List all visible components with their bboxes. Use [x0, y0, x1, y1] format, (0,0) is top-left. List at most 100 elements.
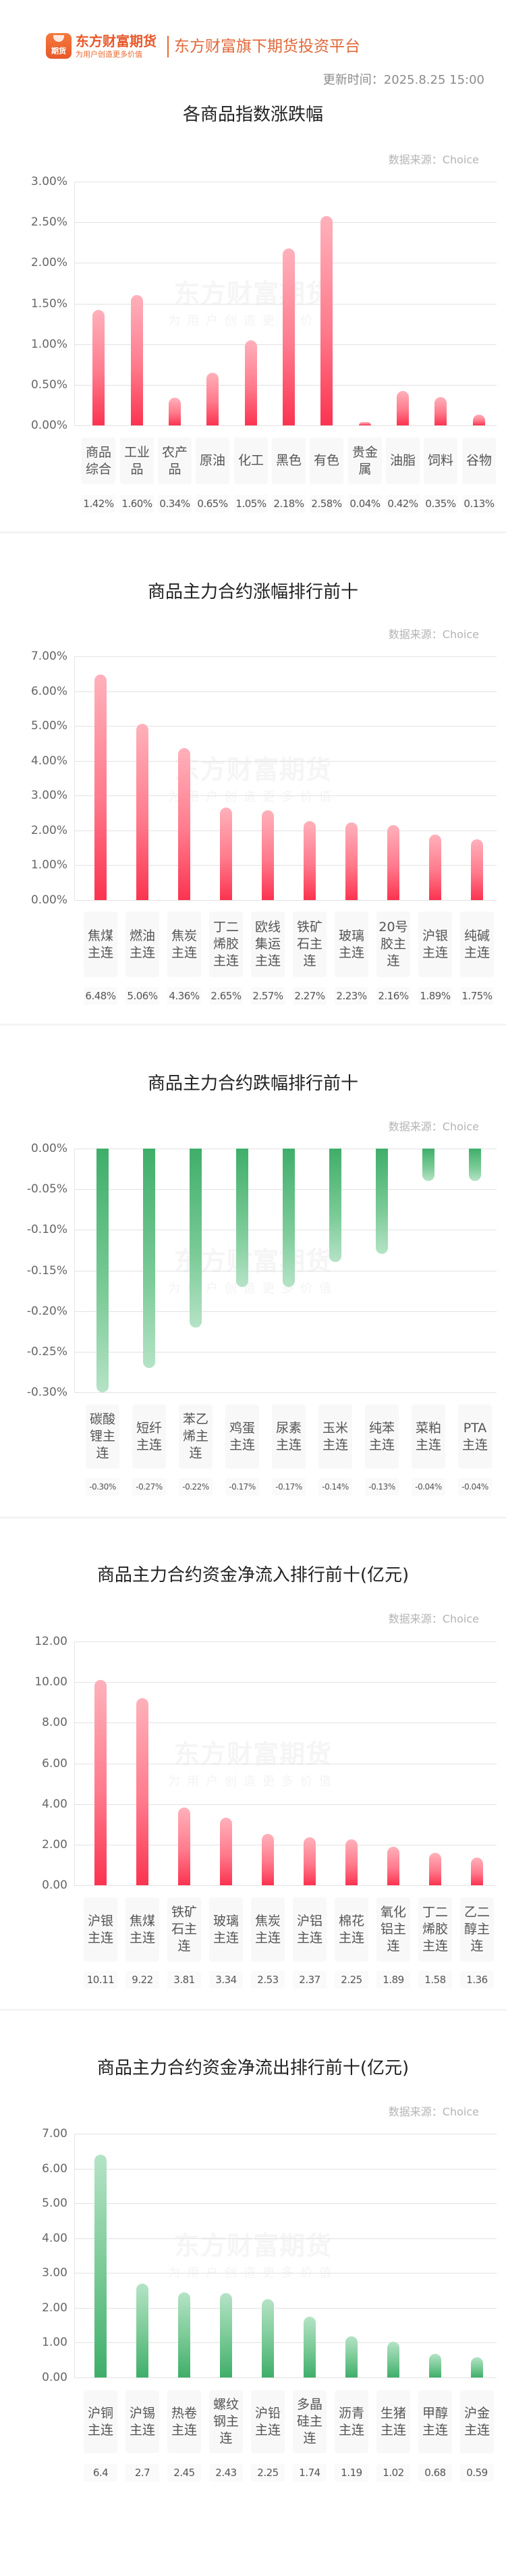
- bar[interactable]: [304, 2317, 316, 2377]
- bar[interactable]: [359, 422, 371, 425]
- value-label: 1.75%: [460, 987, 494, 1005]
- bar[interactable]: [94, 675, 107, 900]
- section-divider: [0, 531, 506, 533]
- y-axis-line: [74, 1149, 75, 1392]
- bar[interactable]: [169, 398, 181, 425]
- gridline: [74, 2238, 497, 2239]
- bar[interactable]: [190, 1149, 202, 1328]
- value-label: 2.43: [209, 2464, 243, 2481]
- bar[interactable]: [206, 373, 219, 425]
- category-label: 饲料: [424, 438, 457, 484]
- y-tick-label: 3.00: [42, 2266, 67, 2280]
- bar[interactable]: [131, 295, 143, 425]
- bar[interactable]: [345, 2336, 358, 2377]
- bar[interactable]: [262, 1834, 274, 1885]
- bar[interactable]: [387, 2342, 399, 2377]
- chart-title: 商品主力合约资金净流出排行前十(亿元): [96, 2058, 410, 2078]
- category-label: 欧线集运主连: [251, 912, 285, 977]
- category-label: 沥青主连: [335, 2390, 368, 2453]
- bar[interactable]: [94, 1680, 107, 1885]
- bar[interactable]: [96, 1149, 109, 1392]
- bar[interactable]: [220, 2293, 232, 2377]
- bar[interactable]: [236, 1149, 248, 1287]
- y-tick-label: 8.00: [42, 1716, 67, 1729]
- bar[interactable]: [471, 2357, 483, 2377]
- category-label: 棉花主连: [335, 1897, 368, 1962]
- bar[interactable]: [136, 724, 148, 900]
- bar[interactable]: [136, 2284, 148, 2377]
- category-label: 20号胶主连: [376, 912, 410, 977]
- value-label: 1.36: [460, 1971, 494, 1989]
- bar[interactable]: [283, 248, 295, 425]
- bar[interactable]: [469, 1149, 481, 1181]
- value-label: 2.18%: [272, 495, 306, 512]
- bar[interactable]: [262, 810, 274, 900]
- bar[interactable]: [220, 808, 232, 900]
- brand-divider: [167, 36, 169, 57]
- bar[interactable]: [220, 1818, 232, 1885]
- category-label: 苯乙烯主连: [179, 1404, 213, 1469]
- bar[interactable]: [94, 2155, 107, 2377]
- bar[interactable]: [92, 310, 105, 425]
- y-axis-line: [74, 2134, 75, 2377]
- gridline: [74, 2203, 497, 2204]
- bar[interactable]: [178, 748, 190, 900]
- bar[interactable]: [429, 835, 441, 900]
- bar[interactable]: [304, 821, 316, 900]
- y-tick-label: -0.10%: [26, 1223, 67, 1236]
- bar[interactable]: [178, 1808, 190, 1885]
- bar[interactable]: [429, 2354, 441, 2377]
- category-label: 玻璃主连: [209, 1897, 243, 1962]
- category-label: 原油: [196, 438, 229, 484]
- value-label: -0.17%: [225, 1478, 259, 1496]
- bar[interactable]: [283, 1149, 295, 1287]
- bar[interactable]: [245, 340, 257, 425]
- category-label: 生猪主连: [376, 2390, 410, 2453]
- value-label: 9.22: [125, 1971, 159, 1989]
- bar[interactable]: [429, 1853, 441, 1885]
- watermark-logo: 东方财富期货: [173, 1246, 332, 1276]
- category-label: PTA主连: [458, 1404, 492, 1469]
- bar[interactable]: [434, 397, 447, 425]
- value-label: 1.05%: [234, 495, 268, 512]
- y-tick-label: 4.00: [42, 2232, 67, 2245]
- value-label: 4.36%: [167, 987, 201, 1005]
- bar[interactable]: [304, 1837, 316, 1885]
- value-label: 0.13%: [462, 495, 496, 512]
- bar[interactable]: [376, 1149, 388, 1254]
- y-tick-label: 12.00: [34, 1635, 67, 1648]
- category-label: 乙二醇主连: [460, 1897, 494, 1962]
- bar[interactable]: [345, 822, 358, 900]
- bar[interactable]: [262, 2299, 274, 2377]
- gridline: [74, 726, 497, 727]
- value-label: -0.04%: [458, 1478, 492, 1496]
- gridline: [74, 1311, 497, 1312]
- bar[interactable]: [345, 1839, 358, 1885]
- y-tick-label: 2.00: [42, 2301, 67, 2315]
- bar[interactable]: [471, 1858, 483, 1885]
- value-label: 2.23%: [335, 987, 368, 1005]
- section-divider: [0, 2009, 506, 2011]
- value-label: 1.42%: [82, 495, 115, 512]
- bar[interactable]: [329, 1149, 341, 1262]
- bar[interactable]: [320, 216, 333, 425]
- y-tick-label: 1.50%: [30, 297, 67, 311]
- bar[interactable]: [136, 1698, 148, 1885]
- category-label: 菜粕主连: [412, 1404, 445, 1469]
- bar[interactable]: [178, 2292, 190, 2377]
- bar[interactable]: [471, 839, 483, 900]
- category-label: 沪铅主连: [251, 2390, 285, 2453]
- bar[interactable]: [422, 1149, 434, 1181]
- gridline: [74, 900, 497, 901]
- bar[interactable]: [387, 1847, 399, 1885]
- value-label: 0.68: [418, 2464, 452, 2481]
- bar[interactable]: [143, 1149, 155, 1368]
- bar[interactable]: [397, 391, 409, 425]
- bar[interactable]: [387, 825, 399, 900]
- category-label: 焦炭主连: [251, 1897, 285, 1962]
- bar[interactable]: [473, 415, 485, 425]
- y-tick-label: 0.00%: [30, 1142, 67, 1155]
- y-tick-label: 1.00%: [30, 858, 67, 872]
- value-label: 1.02: [376, 2464, 410, 2481]
- value-label: 1.89: [376, 1971, 410, 1989]
